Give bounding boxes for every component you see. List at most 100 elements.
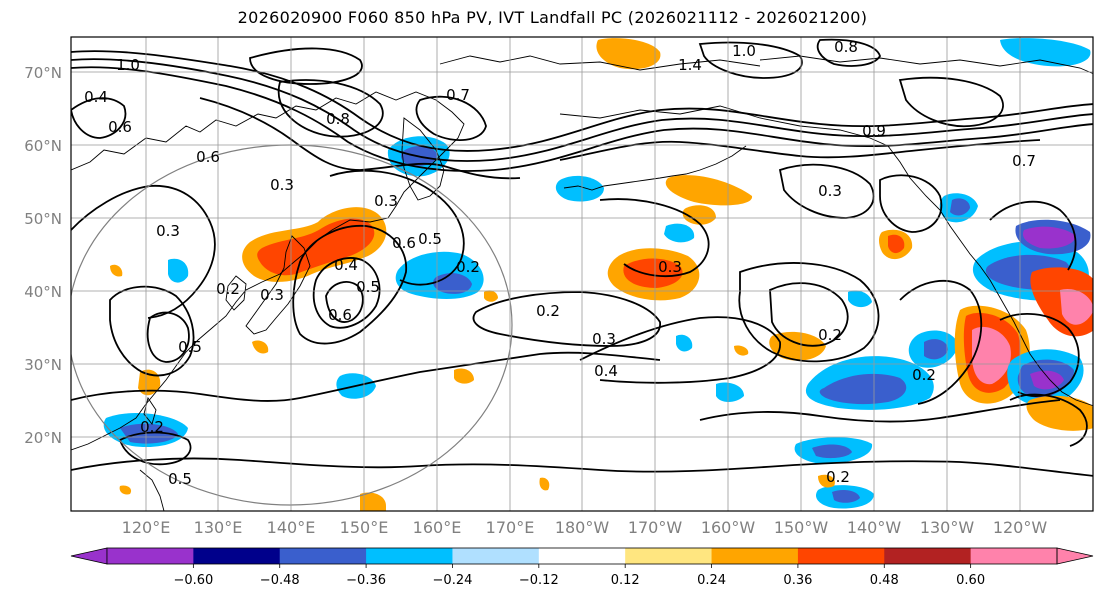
- pv-contour-27: [898, 76, 1004, 128]
- fill-alaska-neg-core: [950, 198, 970, 216]
- coast-asia: [71, 91, 465, 451]
- contour-label: 0.7: [1012, 152, 1036, 170]
- contour-label: 1.0: [732, 42, 756, 60]
- contour-label: 0.2: [140, 418, 164, 436]
- pv-contour-19: [879, 174, 943, 233]
- colorbar: −0.60 −0.48 −0.36 −0.24 −0.12 0.12 0.24 0.36 0.4…: [70, 547, 1094, 588]
- contour-label: 0.4: [84, 88, 108, 106]
- lon-label-150e: 150°E: [340, 518, 389, 537]
- pv-contour-2: [277, 79, 384, 138]
- pv-contour-jet-2: [71, 58, 1093, 162]
- contour-label: 0.5: [418, 230, 442, 248]
- contour-label: 0.3: [818, 182, 842, 200]
- landfall-region-circle: [71, 144, 513, 506]
- colorbar-tick-label: 0.60: [956, 573, 985, 588]
- contour-label: 1.0: [116, 56, 140, 74]
- pv-contour-6: [146, 311, 190, 363]
- contour-label: 0.5: [168, 470, 192, 488]
- contour-label: 1.4: [678, 56, 702, 74]
- pv-contour-jet-5: [559, 139, 1041, 161]
- fill-japan-positive-core: [257, 218, 375, 276]
- fill-patch-13: [252, 340, 269, 354]
- contour-label: 0.2: [216, 280, 240, 298]
- lon-label-160w: 160°W: [701, 518, 756, 537]
- fill-nepac-neg-core: [819, 373, 907, 405]
- contour-label: 0.3: [374, 192, 398, 210]
- pv-contour-21: [989, 200, 1077, 271]
- lon-label-130w: 130°W: [920, 518, 975, 537]
- contour-label: 0.8: [326, 110, 350, 128]
- map-frame: [70, 36, 1094, 512]
- fill-patch-12: [734, 345, 749, 356]
- colorbar-tick-label: −0.24: [433, 573, 473, 588]
- coast-aleutians: [563, 145, 747, 191]
- pv-contour-layer: [71, 38, 1093, 477]
- colorbar-outline: [106, 547, 1058, 565]
- fill-hawaii-pos: [769, 331, 826, 361]
- lat-label-50n: 50°N: [24, 210, 62, 228]
- coast-korea: [225, 275, 247, 311]
- contour-label: 0.2: [456, 258, 480, 276]
- lon-label-180w: 180°W: [555, 518, 610, 537]
- colorbar-segment: [193, 548, 281, 564]
- fill-patch-6: [360, 492, 386, 511]
- contour-label: 0.6: [108, 118, 132, 136]
- lat-label-60n: 60°N: [24, 137, 62, 155]
- contour-label: 0.2: [826, 468, 850, 486]
- lon-label-150w: 150°W: [774, 518, 829, 537]
- contour-label: 0.5: [178, 338, 202, 356]
- fill-aleut-pos2: [682, 205, 716, 225]
- colorbar-segment: [970, 548, 1058, 564]
- fill-aleut-pos: [665, 175, 753, 206]
- coast-taiwan: [143, 396, 157, 425]
- fill-ak-neg: [555, 175, 604, 202]
- colorbar-segment: [107, 548, 194, 564]
- coast-arctic: [439, 55, 761, 71]
- lon-label-160e: 160°E: [413, 518, 462, 537]
- fill-patch-17: [119, 485, 132, 495]
- fill-patch-15: [818, 474, 835, 488]
- colorbar-tick-label: −0.12: [519, 573, 559, 588]
- contour-label: 0.5: [356, 278, 380, 296]
- lon-label-170e: 170°E: [486, 518, 535, 537]
- graticule: [71, 37, 1093, 511]
- colorbar-tick-label: 0.24: [697, 573, 726, 588]
- pv-contour-3: [415, 95, 487, 141]
- contour-label: 0.4: [594, 362, 618, 380]
- contour-label: 0.6: [392, 234, 416, 252]
- pv-contour-jet-3: [71, 66, 1093, 172]
- colorbar-segment: [884, 548, 972, 564]
- pv-contour-15: [599, 198, 710, 278]
- pv-contour-20: [899, 279, 983, 405]
- pv-contour-8: [312, 257, 381, 329]
- fill-patch-14: [110, 264, 123, 277]
- lon-label-170w: 170°W: [628, 518, 683, 537]
- fill-patch-7: [454, 368, 474, 384]
- colorbar-tick-label: −0.36: [346, 573, 386, 588]
- pv-contour-25: [118, 431, 192, 466]
- pv-contour-17: [769, 282, 849, 347]
- fill-hawaii-neg-core: [812, 444, 852, 459]
- coast-philippines: [139, 469, 165, 511]
- colorbar-segment: [366, 548, 453, 564]
- colorbar-tick-label: −0.60: [173, 573, 213, 588]
- fill-patch-3: [120, 423, 178, 444]
- pv-contour-4: [71, 185, 216, 319]
- contour-label: 0.8: [834, 38, 858, 56]
- fill-patch-16: [539, 477, 550, 491]
- pv-contour-28: [698, 41, 803, 79]
- coast-japan: [245, 235, 311, 335]
- pv-contour-1: [249, 47, 363, 85]
- colorbar-tick-label: −0.48: [260, 573, 300, 588]
- pv-contour-jet-1: [71, 50, 1093, 152]
- fill-patch-8: [484, 290, 498, 302]
- coast-canada: [759, 55, 1093, 75]
- pv-contour-12: [71, 457, 1093, 477]
- colorbar-tick-label: 0.48: [870, 573, 899, 588]
- fill-patch-5: [168, 258, 189, 283]
- contour-label: 0.3: [658, 258, 682, 276]
- lon-label-120w: 120°W: [993, 518, 1048, 537]
- colorbar-segment: [711, 548, 799, 564]
- pv-contour-26: [71, 97, 127, 139]
